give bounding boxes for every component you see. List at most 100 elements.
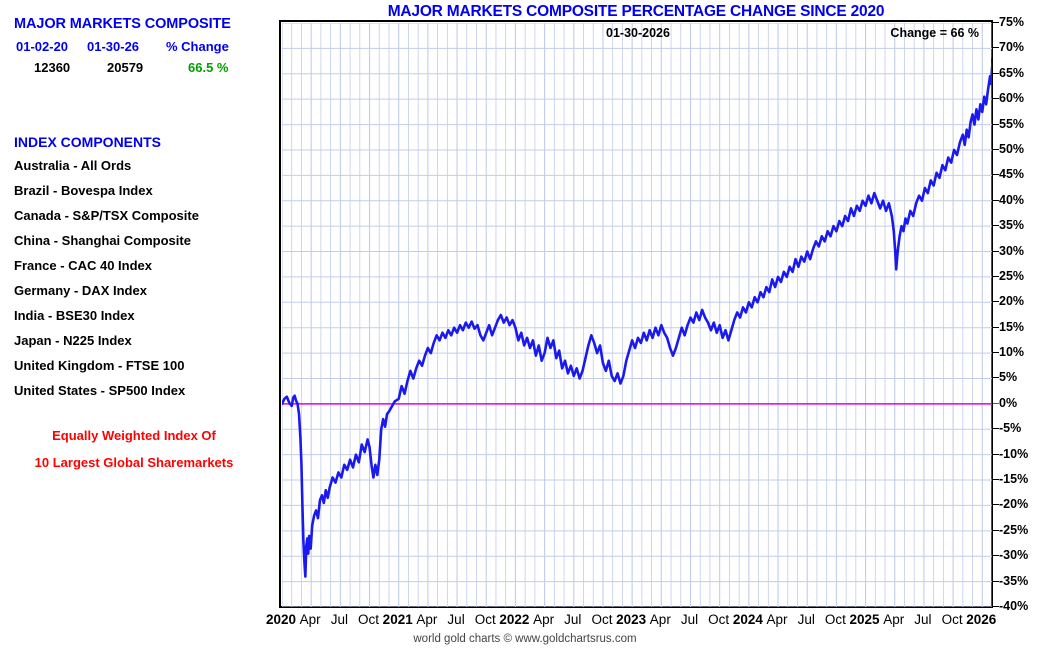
x-axis-label: Apr bbox=[299, 612, 321, 627]
component-item: Canada - S&P/TSX Composite bbox=[14, 208, 199, 223]
x-axis-label: Jul bbox=[914, 612, 932, 627]
y-axis-label: -15% bbox=[999, 472, 1029, 487]
y-axis-label: 25% bbox=[999, 268, 1025, 283]
y-axis-tick bbox=[993, 529, 999, 531]
component-item: United Kingdom - FTSE 100 bbox=[14, 358, 185, 373]
y-axis-label: 35% bbox=[999, 218, 1025, 233]
y-axis-label: 70% bbox=[999, 40, 1025, 55]
y-axis-label: 10% bbox=[999, 345, 1025, 360]
x-axis-label: Oct bbox=[824, 612, 846, 627]
y-axis-tick bbox=[993, 47, 999, 49]
y-axis-tick bbox=[993, 72, 999, 74]
x-axis-label: Oct bbox=[708, 612, 730, 627]
x-axis-label: Apr bbox=[649, 612, 671, 627]
x-axis-label: Oct bbox=[591, 612, 613, 627]
plot-header-date: 01-30-2026 bbox=[606, 26, 670, 40]
summary-col3-value: 66.5 % bbox=[188, 60, 229, 75]
plot-header-change: Change = 66 % bbox=[890, 26, 979, 40]
footnote-line-2: 10 Largest Global Sharemarkets bbox=[34, 455, 234, 470]
y-axis-label: 55% bbox=[999, 116, 1025, 131]
y-axis-tick bbox=[993, 22, 999, 23]
y-axis-label: 65% bbox=[999, 65, 1025, 80]
y-axis-tick bbox=[993, 428, 999, 430]
component-item: Australia - All Ords bbox=[14, 158, 132, 173]
y-axis-tick bbox=[993, 402, 999, 404]
summary-col1-header: 01-02-20 bbox=[16, 39, 69, 54]
credit-text: world gold charts © www.goldchartsrus.co… bbox=[413, 633, 637, 645]
x-axis-label: Jul bbox=[797, 612, 815, 627]
y-axis-tick bbox=[993, 123, 999, 125]
y-axis-label: -40% bbox=[999, 599, 1029, 613]
left-info-panel: MAJOR MARKETS COMPOSITE 01-02-20 01-30-2… bbox=[0, 0, 268, 650]
y-axis-tick bbox=[993, 275, 999, 277]
x-axis-label: 2020 bbox=[265, 612, 297, 627]
x-axis-labels: 2020 Apr Jul Oct 2021 Apr Jul Oct 2022 Apr Jul Oct 2… bbox=[0, 612, 1050, 636]
x-axis-label: 2021 bbox=[382, 612, 413, 627]
component-item: France - CAC 40 Index bbox=[14, 258, 152, 273]
y-axis-label: -5% bbox=[999, 421, 1022, 436]
y-axis-tick bbox=[993, 225, 999, 227]
x-axis-label: Oct bbox=[941, 612, 963, 627]
component-item: China - Shanghai Composite bbox=[14, 233, 191, 248]
y-axis-tick bbox=[993, 148, 999, 150]
y-axis-label: 45% bbox=[999, 167, 1025, 182]
y-axis-label: 60% bbox=[999, 91, 1025, 106]
y-axis-label: 20% bbox=[999, 294, 1025, 309]
y-axis-label: 30% bbox=[999, 243, 1025, 258]
y-axis-tick bbox=[993, 377, 999, 379]
y-axis-tick bbox=[993, 352, 999, 354]
chart-title: MAJOR MARKETS COMPOSITE PERCENTAGE CHANG… bbox=[387, 3, 885, 20]
y-axis-label: -30% bbox=[999, 548, 1029, 563]
summary-col2-value: 20579 bbox=[107, 60, 144, 75]
y-axis-label: -25% bbox=[999, 522, 1029, 537]
x-axis-label: Apr bbox=[883, 612, 905, 627]
y-axis-label: -10% bbox=[999, 446, 1029, 461]
y-axis-tick bbox=[993, 580, 999, 582]
footnote-line-1: Equally Weighted Index Of bbox=[52, 428, 216, 443]
y-axis-label: 75% bbox=[999, 15, 1025, 29]
y-axis-tick bbox=[993, 174, 999, 176]
x-axis-label: 2023 bbox=[616, 612, 647, 627]
y-axis-tick bbox=[993, 606, 999, 607]
x-axis-label: Jul bbox=[330, 612, 348, 627]
x-axis-label: Apr bbox=[766, 612, 788, 627]
x-axis-label: Jul bbox=[564, 612, 582, 627]
x-axis-label: Jul bbox=[680, 612, 699, 627]
summary-col3-header: % Change bbox=[166, 39, 229, 54]
series-line-0 bbox=[282, 57, 992, 578]
plot-area: 01-30-2026 Change = 66 % bbox=[279, 20, 993, 608]
y-axis-tick bbox=[993, 504, 999, 506]
index-components-title: INDEX COMPONENTS bbox=[14, 134, 162, 150]
x-axis-label: 2024 bbox=[732, 612, 763, 627]
y-axis-label: -35% bbox=[999, 573, 1029, 588]
chart-svg bbox=[282, 23, 992, 607]
x-axis-label: Oct bbox=[474, 612, 496, 627]
y-axis-tick bbox=[993, 98, 999, 100]
x-axis-label: 2022 bbox=[499, 612, 530, 627]
y-axis-tick bbox=[993, 301, 999, 303]
component-item: United States - SP500 Index bbox=[14, 383, 186, 398]
summary-title: MAJOR MARKETS COMPOSITE bbox=[14, 16, 231, 32]
x-axis-label: 2025 bbox=[849, 612, 880, 627]
y-axis-tick bbox=[993, 250, 999, 252]
y-axis-tick bbox=[993, 199, 999, 201]
component-item: Japan - N225 Index bbox=[14, 333, 132, 348]
y-axis-labels: 75% 70% 65% 60% 55% 50% 45% 40% 35% 30% 25% 20% 15% 1… bbox=[999, 0, 1050, 650]
y-axis-label: -20% bbox=[999, 497, 1029, 512]
y-axis-label: 0% bbox=[999, 395, 1018, 410]
gridlines bbox=[282, 23, 992, 607]
y-axis-tick bbox=[993, 555, 999, 557]
component-item: Brazil - Bovespa Index bbox=[14, 183, 153, 198]
index-components-list: Australia - All Ords Brazil - Bovespa Ind… bbox=[14, 153, 264, 403]
y-axis-tick bbox=[993, 453, 999, 455]
summary-col2-header: 01-30-26 bbox=[87, 39, 140, 54]
x-axis-label: Oct bbox=[358, 612, 380, 627]
y-axis-label: 5% bbox=[999, 370, 1018, 385]
x-axis-label: Apr bbox=[533, 612, 555, 627]
component-item: India - BSE30 Index bbox=[14, 308, 135, 323]
x-axis-label: Jul bbox=[447, 612, 465, 627]
x-axis-label: Apr bbox=[416, 612, 438, 627]
y-axis-label: 50% bbox=[999, 141, 1025, 156]
plot-inner bbox=[281, 22, 992, 607]
y-axis-tick bbox=[993, 479, 999, 481]
